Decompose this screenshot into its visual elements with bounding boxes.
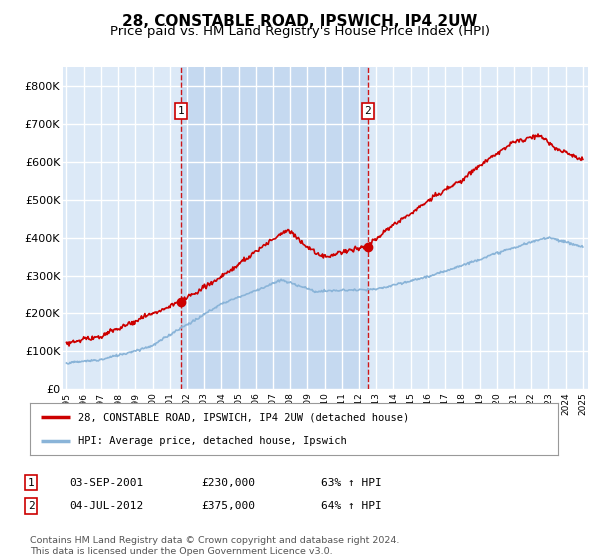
Text: Contains HM Land Registry data © Crown copyright and database right 2024.
This d: Contains HM Land Registry data © Crown c… [30,536,400,556]
Text: HPI: Average price, detached house, Ipswich: HPI: Average price, detached house, Ipsw… [77,436,346,446]
Text: 03-SEP-2001: 03-SEP-2001 [69,478,143,488]
Text: £230,000: £230,000 [201,478,255,488]
Text: £375,000: £375,000 [201,501,255,511]
Text: 28, CONSTABLE ROAD, IPSWICH, IP4 2UW (detached house): 28, CONSTABLE ROAD, IPSWICH, IP4 2UW (de… [77,412,409,422]
Text: 04-JUL-2012: 04-JUL-2012 [69,501,143,511]
Text: 1: 1 [28,478,35,488]
Text: 2: 2 [364,106,371,116]
Text: 1: 1 [178,106,185,116]
Text: Price paid vs. HM Land Registry's House Price Index (HPI): Price paid vs. HM Land Registry's House … [110,25,490,38]
Bar [181,67,368,389]
Text: 63% ↑ HPI: 63% ↑ HPI [321,478,382,488]
Text: 64% ↑ HPI: 64% ↑ HPI [321,501,382,511]
Text: 28, CONSTABLE ROAD, IPSWICH, IP4 2UW: 28, CONSTABLE ROAD, IPSWICH, IP4 2UW [122,14,478,29]
Text: 2: 2 [28,501,35,511]
